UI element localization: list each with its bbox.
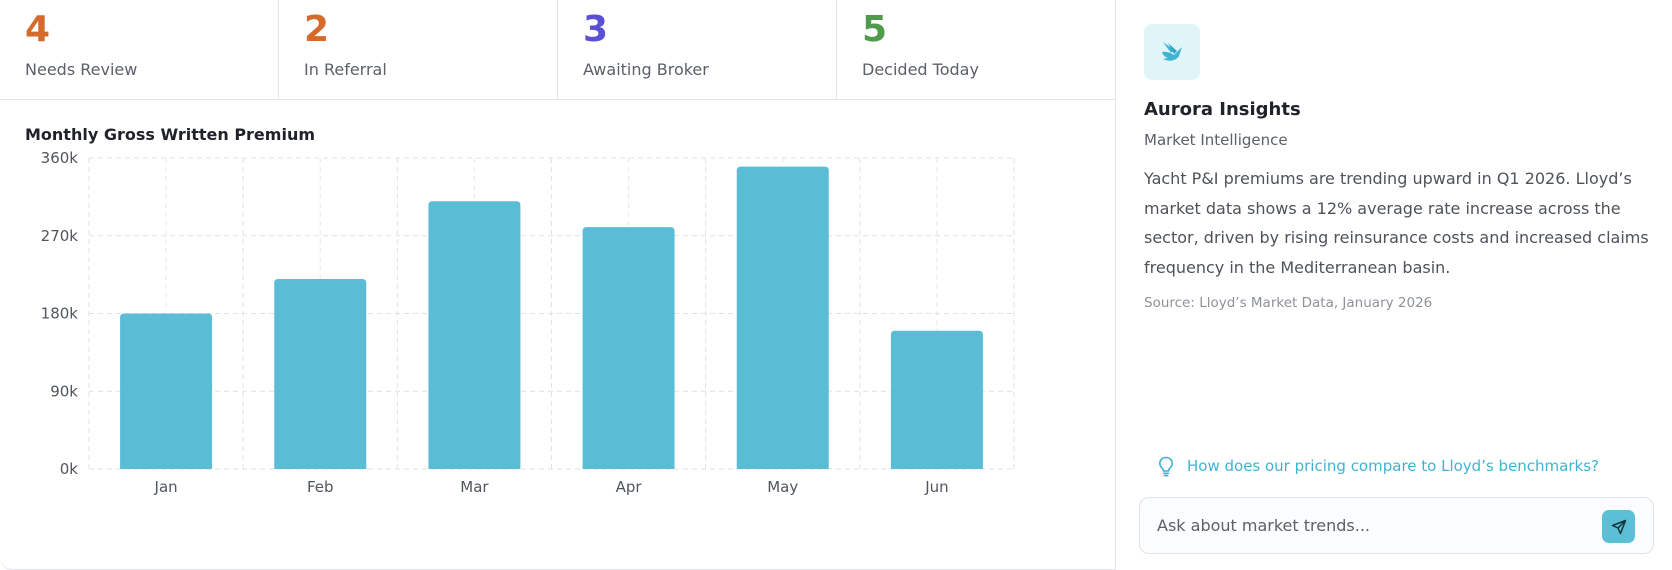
stat-label: Needs Review — [25, 60, 138, 79]
stat-value: 2 — [304, 9, 330, 50]
premium-bar-chart: Jan Feb Mar Apr May Jun 0k 90k 180k 270k 360k — [41, 150, 1015, 496]
chat-composer — [1139, 497, 1654, 554]
x-tick-label: May — [767, 478, 798, 496]
y-tick-label: 0k — [60, 460, 79, 478]
stat-label: In Referral — [304, 60, 387, 79]
send-button[interactable] — [1602, 510, 1635, 543]
x-tick-label: Feb — [307, 478, 334, 496]
insights-source: Source: Lloyd’s Market Data, January 202… — [1144, 295, 1433, 311]
stat-label: Awaiting Broker — [583, 60, 709, 79]
y-tick-label: 360k — [41, 150, 79, 167]
bar-mar[interactable] — [428, 201, 521, 469]
x-tick-label: Apr — [616, 478, 643, 496]
bar-jan[interactable] — [120, 313, 213, 470]
stat-card-awaiting-broker[interactable]: 3 Awaiting Broker — [558, 0, 837, 99]
y-tick-label: 90k — [50, 382, 78, 400]
stat-value: 3 — [583, 9, 609, 50]
insights-panel: Aurora Insights Market Intelligence Yach… — [1116, 0, 1672, 570]
stats-row: 4 Needs Review 2 In Referral 3 Awaiting … — [0, 0, 1116, 100]
stat-card-needs-review[interactable]: 4 Needs Review — [0, 0, 279, 99]
stat-card-decided-today[interactable]: 5 Decided Today — [837, 0, 1116, 99]
y-tick-label: 180k — [41, 305, 79, 323]
insights-subtitle: Market Intelligence — [1144, 131, 1288, 149]
chart-bars — [120, 166, 983, 470]
bar-feb[interactable] — [274, 278, 367, 469]
suggested-question-text: How does our pricing compare to Lloyd’s … — [1187, 457, 1599, 475]
bird-logo-icon — [1144, 24, 1200, 80]
insights-body: Yacht P&I premiums are trending upward i… — [1144, 169, 1649, 277]
insights-title: Aurora Insights — [1144, 99, 1301, 120]
send-icon — [1611, 519, 1627, 535]
chart-grid — [88, 157, 1015, 470]
lightbulb-icon — [1158, 455, 1176, 477]
chart-title: Monthly Gross Written Premium — [25, 125, 315, 144]
x-tick-label: Jan — [154, 478, 178, 496]
stat-label: Decided Today — [862, 60, 979, 79]
chart-axis-labels: Jan Feb Mar Apr May Jun 0k 90k 180k 270k 360k — [41, 150, 949, 496]
bar-apr[interactable] — [582, 227, 675, 469]
chat-input[interactable] — [1141, 499, 1581, 552]
x-tick-label: Jun — [924, 478, 948, 496]
stat-card-in-referral[interactable]: 2 In Referral — [279, 0, 558, 99]
bar-jun[interactable] — [890, 330, 983, 469]
stat-value: 5 — [862, 9, 888, 50]
x-tick-label: Mar — [460, 478, 489, 496]
suggested-question[interactable]: How does our pricing compare to Lloyd’s … — [1158, 455, 1599, 477]
stat-value: 4 — [25, 9, 51, 50]
bar-may[interactable] — [736, 166, 829, 469]
y-tick-label: 270k — [41, 227, 79, 245]
main-panel: 4 Needs Review 2 In Referral 3 Awaiting … — [0, 0, 1116, 570]
